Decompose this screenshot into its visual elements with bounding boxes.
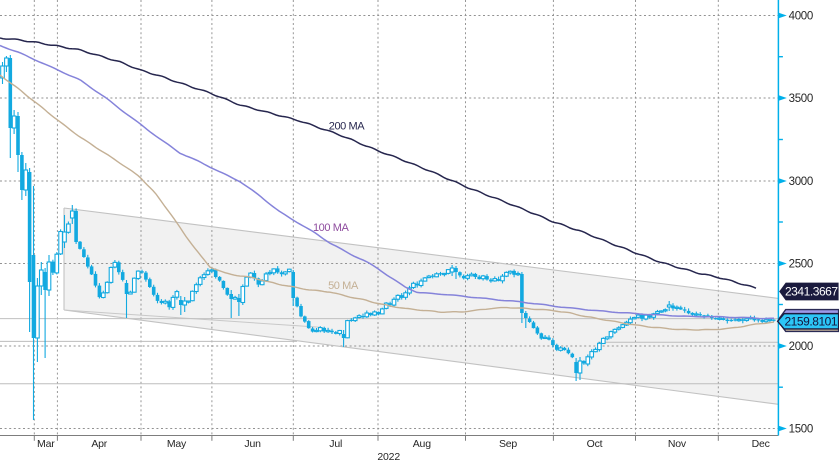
svg-text:2022: 2022 [377, 451, 400, 463]
svg-text:Aug: Aug [413, 438, 431, 450]
svg-text:Apr: Apr [91, 438, 107, 450]
svg-text:Dec: Dec [752, 438, 770, 450]
svg-text:Nov: Nov [668, 438, 687, 450]
svg-text:50 MA: 50 MA [328, 280, 359, 292]
svg-text:200 MA: 200 MA [329, 121, 366, 133]
svg-text:3500: 3500 [789, 93, 813, 105]
svg-text:Jun: Jun [244, 438, 261, 450]
svg-text:Sep: Sep [499, 438, 517, 450]
svg-text:1500: 1500 [789, 424, 813, 436]
svg-text:4000: 4000 [789, 11, 813, 23]
svg-text:100 MA: 100 MA [313, 222, 350, 234]
svg-text:2500: 2500 [789, 259, 813, 271]
svg-text:2159.8101: 2159.8101 [784, 314, 837, 328]
svg-text:Mar: Mar [37, 438, 55, 450]
svg-text:2000: 2000 [789, 341, 813, 353]
svg-text:Jul: Jul [329, 438, 342, 450]
svg-text:2341.3667: 2341.3667 [785, 285, 838, 299]
svg-text:May: May [167, 438, 187, 450]
svg-text:Oct: Oct [587, 438, 603, 450]
svg-text:3000: 3000 [789, 176, 813, 188]
